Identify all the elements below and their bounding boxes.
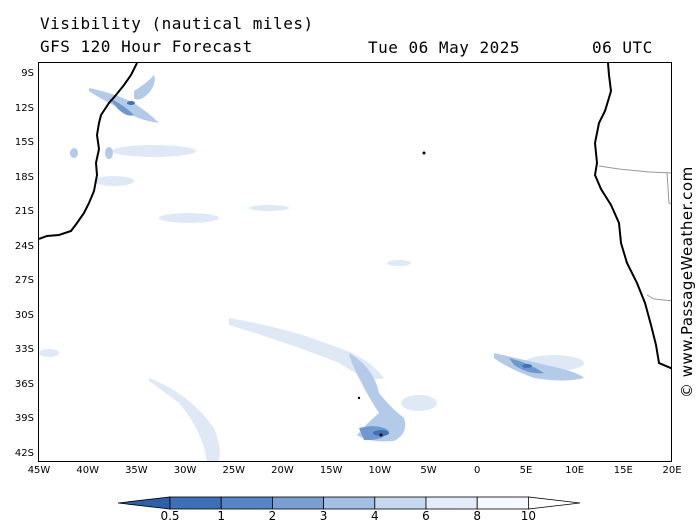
lon-label: 20W [271, 465, 294, 476]
south-america-coastline [39, 63, 138, 240]
legend-colorbar [118, 496, 581, 510]
visibility-patches-medium [70, 75, 584, 442]
legend-label: 1 [217, 509, 225, 523]
lon-label: 35W [125, 465, 148, 476]
africa-coastline [593, 63, 671, 370]
lat-label: 42S [14, 447, 34, 459]
gough-island [357, 396, 361, 400]
legend-label: 3 [319, 509, 328, 523]
lon-label: 15E [613, 465, 633, 476]
lon-label: 25W [222, 465, 246, 476]
lat-label: 18S [14, 171, 34, 183]
lon-label: 5E [519, 465, 533, 476]
legend-swatch [476, 496, 529, 510]
visibility-patches-darkest [127, 101, 532, 436]
lat-label: 12S [14, 102, 34, 114]
lat-label: 36S [14, 378, 34, 390]
forecast-subtitle: GFS 120 Hour Forecast [40, 37, 253, 56]
legend-label: 4 [370, 509, 379, 523]
lon-label: 0 [474, 465, 481, 476]
visibility-patches-light [39, 145, 584, 461]
lat-label: 15S [14, 137, 34, 148]
forecast-date: Tue 06 May 2025 [368, 38, 520, 57]
lon-label: 15W [319, 465, 343, 476]
map-canvas [39, 63, 671, 461]
legend-arrow-low [118, 496, 171, 510]
legend-arrow-high [527, 496, 581, 510]
lon-label: 10E [565, 465, 585, 476]
lon-label: 20E [662, 465, 682, 476]
country-border-east [666, 172, 671, 205]
lon-label: 10W [368, 465, 392, 476]
legend-swatch [220, 496, 273, 510]
lat-label: 24S [14, 240, 34, 252]
lat-label: 39S [14, 413, 34, 424]
legend-swatch [374, 496, 427, 510]
legend-label: 10 [520, 509, 537, 523]
lat-label: 27S [14, 275, 34, 286]
legend-label: 8 [473, 509, 481, 523]
watermark: © www.PassageWeather.com [678, 166, 696, 398]
legend-swatch [323, 496, 376, 510]
lat-label: 21S [14, 206, 34, 217]
country-border-namibia-south-africa [646, 294, 671, 302]
lon-label: 30W [173, 465, 197, 476]
legend-label: 0.5 [160, 509, 180, 523]
lat-label: 33S [14, 344, 34, 355]
legend-swatch [169, 496, 222, 510]
legend-label: 6 [422, 509, 430, 523]
tristan-island [379, 433, 383, 437]
country-border-namibia-angola [598, 165, 671, 174]
lon-label: 5W [420, 465, 437, 476]
legend-swatch [271, 496, 324, 510]
forecast-time: 06 UTC [592, 38, 653, 57]
st-helena-island [422, 151, 426, 155]
lon-label: 40W [76, 465, 99, 476]
lat-label: 9S [21, 68, 34, 79]
visibility-map [38, 62, 672, 462]
legend-swatch [425, 496, 478, 510]
lat-label: 30S [14, 309, 34, 321]
chart-title: Visibility (nautical miles) [40, 14, 314, 33]
lon-label: 45W [27, 465, 51, 476]
legend-label: 2 [268, 509, 277, 523]
